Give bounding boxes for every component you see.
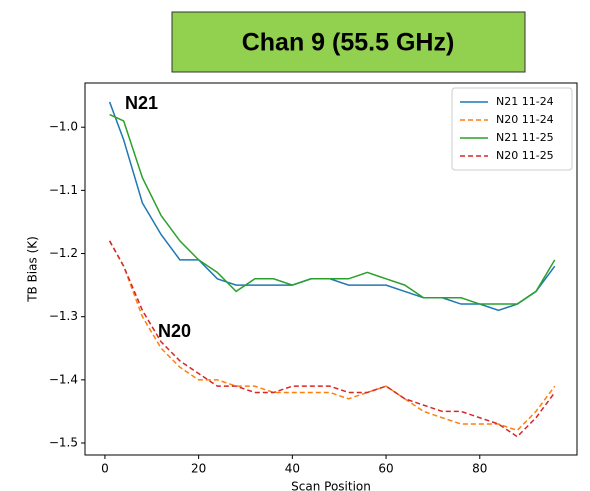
y-tick-label: −1.1: [49, 183, 78, 197]
annotation: N21: [125, 93, 158, 113]
x-tick-label: 20: [191, 462, 206, 476]
plot-frame: [84, 82, 578, 456]
title-box: [171, 11, 526, 73]
annotation: N20: [158, 321, 191, 341]
y-axis-label: TB Bias (K): [26, 236, 40, 303]
x-axis-label: Scan Position: [291, 480, 371, 491]
y-tick-label: −1.3: [49, 309, 78, 323]
x-tick-label: 80: [472, 462, 487, 476]
legend-label: N21 11-24: [496, 95, 554, 108]
legend-label: N20 11-25: [496, 149, 554, 162]
y-tick-label: −1.0: [49, 120, 78, 134]
legend-label: N20 11-24: [496, 113, 554, 126]
chart-title: Chan 9 (55.5 GHz): [242, 29, 455, 57]
y-tick-label: −1.4: [49, 372, 78, 386]
series-line: [108, 240, 556, 432]
y-tick-label: −1.5: [49, 436, 78, 450]
legend-label: N21 11-25: [496, 131, 554, 144]
x-tick-label: 40: [285, 462, 300, 476]
x-tick-label: 60: [378, 462, 393, 476]
series-line: [109, 113, 556, 305]
legend-box: [451, 87, 573, 171]
series-line: [108, 240, 556, 438]
y-tick-label: −1.2: [49, 246, 78, 260]
x-tick-label: 0: [101, 462, 109, 476]
